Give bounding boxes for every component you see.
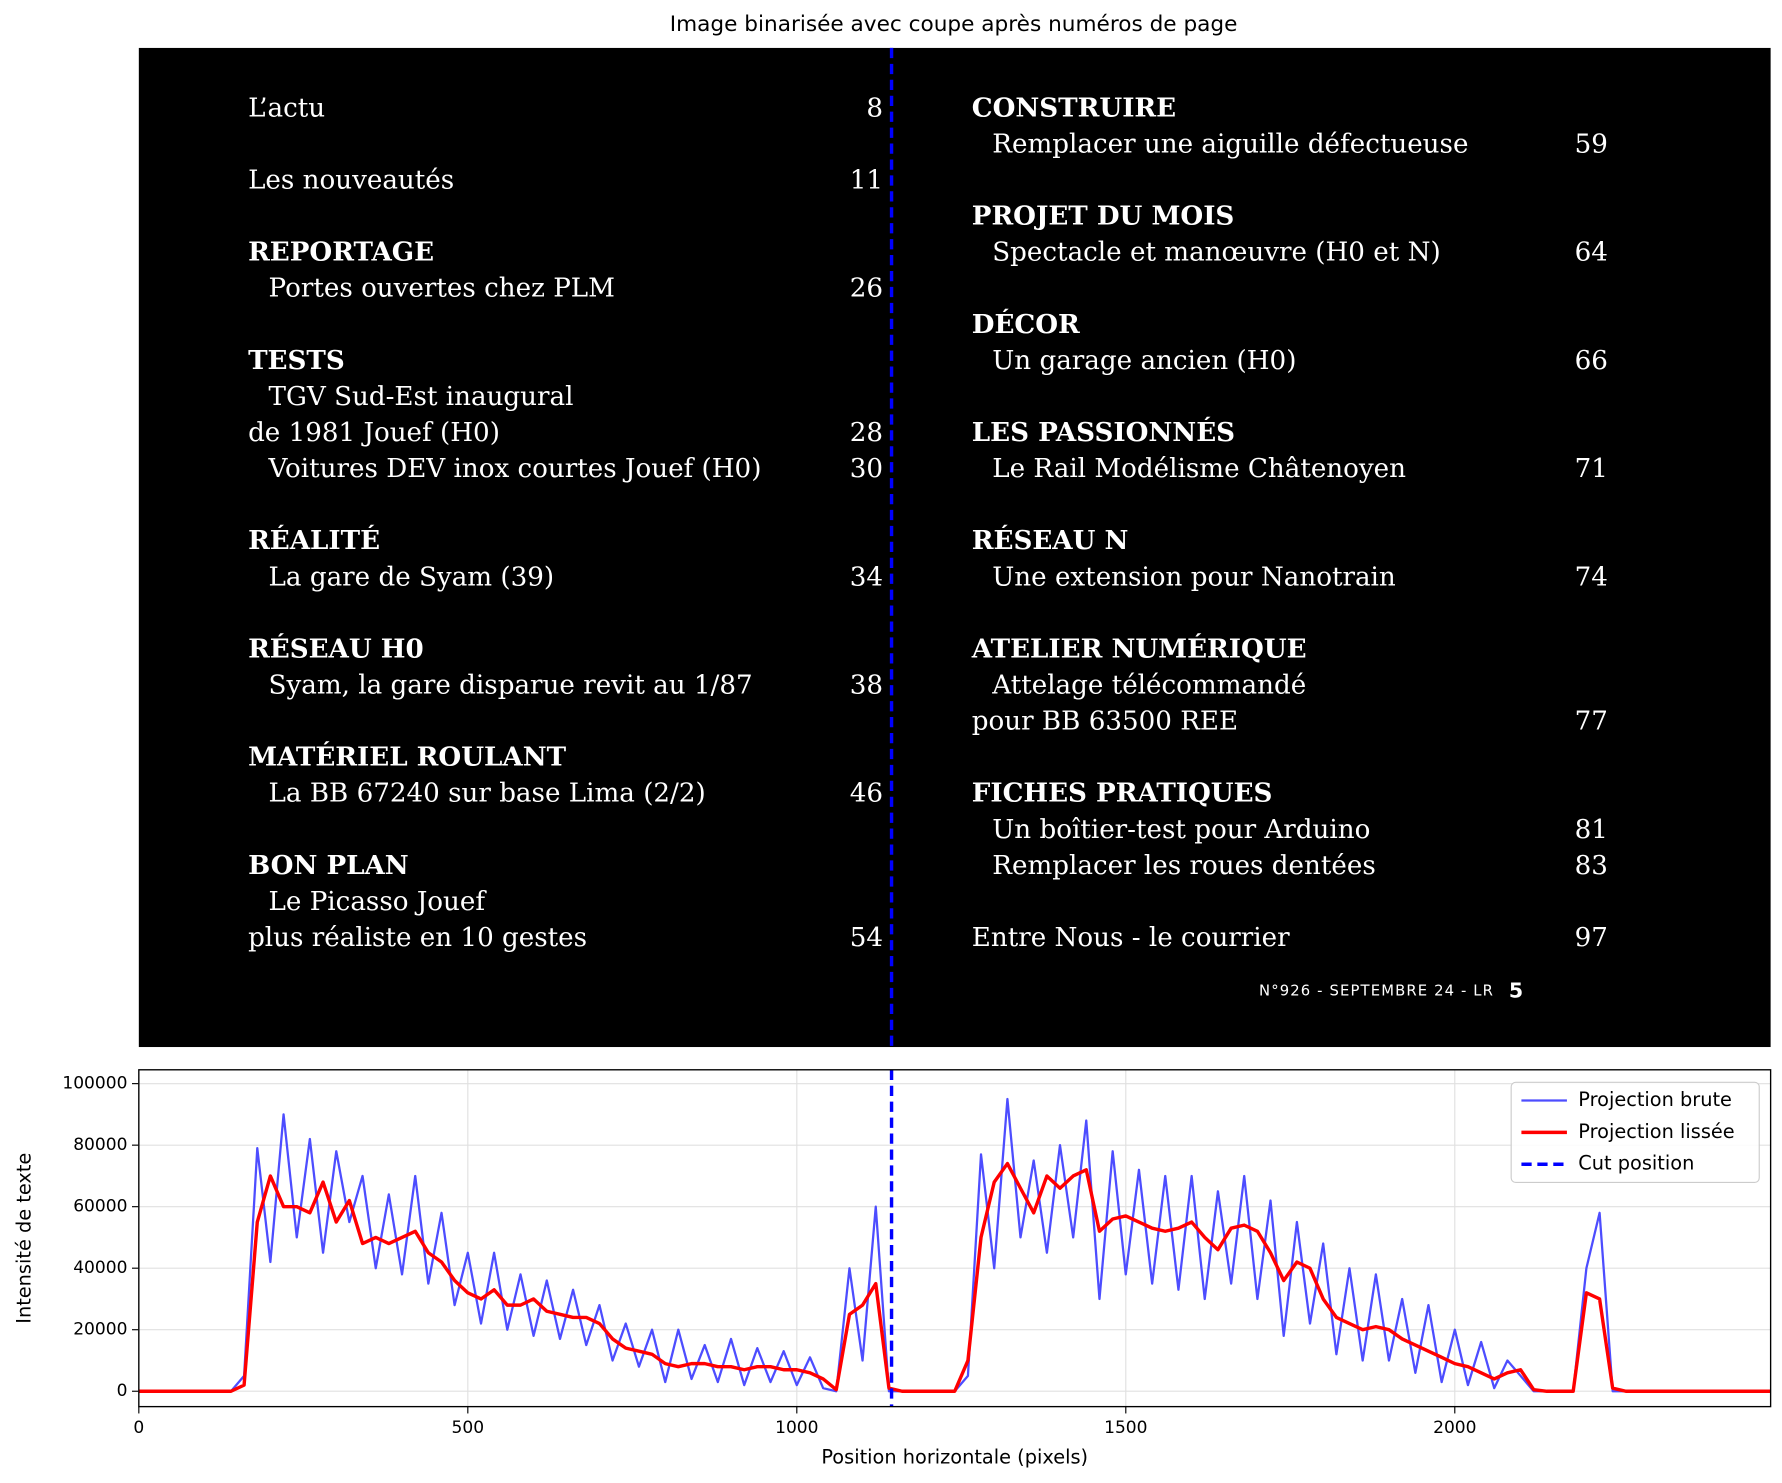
toc-page: 71 bbox=[1575, 454, 1608, 484]
y-axis-label: Intensité de texte bbox=[13, 1153, 36, 1324]
toc-entry: Portes ouvertes chez PLM bbox=[269, 274, 615, 304]
toc-entry: Voitures DEV inox courtes Jouef (H0) bbox=[268, 454, 762, 484]
toc-page: 8 bbox=[866, 93, 883, 123]
toc-page: 34 bbox=[850, 562, 883, 592]
toc-page: 74 bbox=[1575, 562, 1608, 592]
toc-heading: ATELIER NUMÉRIQUE bbox=[971, 632, 1307, 664]
toc-page: 83 bbox=[1575, 851, 1608, 881]
toc-entry: Les nouveautés bbox=[248, 166, 454, 196]
toc-heading: LES PASSIONNÉS bbox=[972, 416, 1235, 448]
toc-heading: RÉALITÉ bbox=[248, 524, 380, 556]
toc-entry: Syam, la gare disparue revit au 1/87 bbox=[269, 671, 753, 701]
y-tick-label: 40000 bbox=[73, 1258, 127, 1278]
x-tick-label: 500 bbox=[452, 1418, 485, 1438]
y-tick-label: 60000 bbox=[73, 1197, 127, 1217]
toc-entry: Le Rail Modélisme Châtenoyen bbox=[992, 454, 1406, 484]
toc-entry: Remplacer une aiguille défectueuse bbox=[992, 129, 1468, 159]
toc-entry: Un garage ancien (H0) bbox=[992, 346, 1296, 376]
toc-page: 38 bbox=[850, 671, 883, 701]
toc-entry: de 1981 Jouef (H0) bbox=[248, 418, 500, 448]
toc-entry: TGV Sud-Est inaugural bbox=[269, 382, 574, 412]
toc-page: 28 bbox=[850, 418, 883, 448]
x-tick-label: 1500 bbox=[1104, 1418, 1147, 1438]
figure-title: Image binarisée avec coupe après numéros… bbox=[670, 12, 1238, 37]
toc-entry: La BB 67240 sur base Lima (2/2) bbox=[269, 779, 706, 809]
toc-entry: Spectacle et manœuvre (H0 et N) bbox=[992, 238, 1440, 268]
toc-entry: Attelage télécommandé bbox=[991, 671, 1306, 701]
toc-page: 97 bbox=[1575, 923, 1608, 953]
toc-page: 46 bbox=[850, 779, 883, 809]
toc-entry: Un boîtier-test pour Arduino bbox=[992, 815, 1370, 845]
toc-heading: RÉSEAU N bbox=[972, 524, 1129, 556]
toc-page: 54 bbox=[850, 923, 883, 953]
toc-entry: Une extension pour Nanotrain bbox=[992, 562, 1396, 592]
toc-page: 81 bbox=[1575, 815, 1608, 845]
legend-box bbox=[1510, 1081, 1760, 1184]
toc-page: 26 bbox=[850, 274, 883, 304]
y-tick-label: 20000 bbox=[73, 1320, 127, 1340]
toc-heading: RÉSEAU H0 bbox=[248, 632, 424, 664]
toc-heading: CONSTRUIRE bbox=[972, 92, 1176, 123]
toc-heading: BON PLAN bbox=[248, 850, 409, 881]
plot-area bbox=[138, 1069, 1771, 1407]
footer-issue: N°926 - SEPTEMBRE 24 - LR bbox=[1259, 982, 1494, 999]
toc-entry: plus réaliste en 10 gestes bbox=[248, 923, 587, 953]
x-tick-label: 2000 bbox=[1433, 1418, 1476, 1438]
toc-entry: L’actu bbox=[248, 93, 325, 123]
toc-entry: Entre Nous - le courrier bbox=[972, 923, 1290, 953]
toc-heading: MATÉRIEL ROULANT bbox=[248, 741, 567, 773]
y-tick-label: 80000 bbox=[73, 1135, 127, 1155]
toc-page: 11 bbox=[850, 166, 883, 196]
toc-heading: DÉCOR bbox=[972, 308, 1080, 340]
binarized-image bbox=[138, 47, 1771, 1048]
toc-heading: PROJET DU MOIS bbox=[972, 201, 1235, 232]
toc-entry: Remplacer les roues dentées bbox=[992, 851, 1375, 881]
toc-entry: La gare de Syam (39) bbox=[269, 562, 555, 592]
series-line bbox=[138, 1161, 1771, 1393]
toc-entry: pour BB 63500 REE bbox=[972, 707, 1238, 737]
x-tick-label: 0 bbox=[133, 1418, 144, 1438]
toc-page: 66 bbox=[1575, 346, 1608, 376]
legend-label: Cut position bbox=[1578, 1152, 1694, 1175]
toc-page: 77 bbox=[1575, 707, 1608, 737]
y-tick-label: 100000 bbox=[62, 1074, 127, 1094]
toc-page: 30 bbox=[850, 454, 883, 484]
legend-label: Projection lissée bbox=[1578, 1120, 1734, 1143]
toc-entry: Le Picasso Jouef bbox=[269, 887, 488, 917]
x-tick-label: 1000 bbox=[775, 1418, 818, 1438]
axes-frame bbox=[138, 1069, 1772, 1408]
toc-page: 59 bbox=[1575, 129, 1608, 159]
footer-page: 5 bbox=[1509, 978, 1523, 1002]
toc-heading: REPORTAGE bbox=[248, 237, 434, 268]
legend-label: Projection brute bbox=[1578, 1088, 1732, 1111]
y-tick-label: 0 bbox=[117, 1381, 128, 1401]
toc-heading: TESTS bbox=[248, 345, 345, 376]
toc-heading: FICHES PRATIQUES bbox=[972, 778, 1273, 809]
x-axis-label: Position horizontale (pixels) bbox=[821, 1445, 1088, 1468]
toc-page: 64 bbox=[1575, 238, 1608, 268]
